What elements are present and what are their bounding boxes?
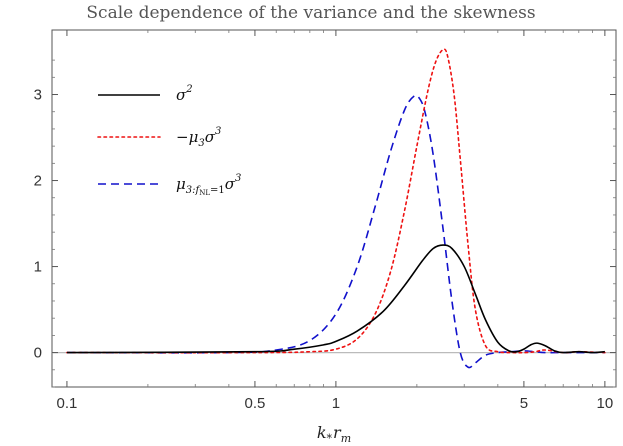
x-axis-label-sub1: *: [327, 432, 333, 445]
series-layer: [66, 48, 606, 369]
legend-label-0: σ2: [176, 84, 193, 104]
legend-label-2: μ3:fNL=1σ3: [176, 173, 241, 197]
x-tick-label: 0.1: [57, 395, 78, 412]
x-tick-label: 10: [597, 395, 614, 412]
y-tick-label: 0: [34, 345, 42, 362]
x-axis-label: k*rm: [317, 423, 351, 445]
x-tick-label: 1: [332, 395, 340, 412]
series-mu3-sigma3-line: [66, 48, 606, 354]
legend-label-1: −μ3σ3: [176, 126, 221, 149]
axis-ticks: 0.1 0.5 1 5 10 0 1 2 3: [34, 30, 616, 412]
series-sigma2-line: [66, 244, 605, 354]
x-tick-label: 0.5: [245, 395, 266, 412]
legend: σ2 −μ3σ3 μ3:fNL=1σ3: [97, 84, 241, 197]
x-axis-label-k: k: [317, 423, 327, 442]
plot-frame: [51, 29, 617, 388]
y-tick-label: 2: [34, 173, 42, 190]
x-tick-label: 5: [520, 395, 528, 412]
y-tick-label: 1: [34, 259, 42, 276]
x-axis-label-r: r: [333, 423, 342, 442]
chart-title: Scale dependence of the variance and the…: [86, 3, 535, 23]
x-axis-label-sub2: m: [341, 432, 351, 445]
series-mu3-fnl-sigma3-line: [66, 94, 605, 369]
y-tick-label: 3: [34, 87, 42, 104]
